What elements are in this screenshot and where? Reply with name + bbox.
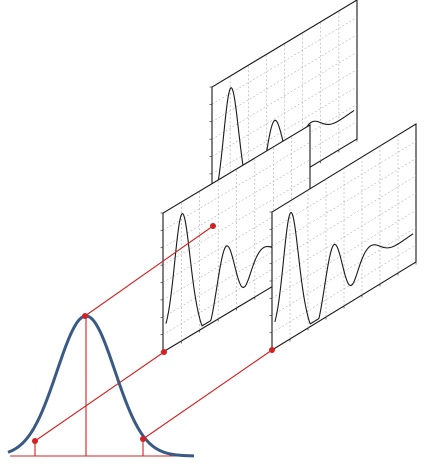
connector-line-middle xyxy=(34,351,165,442)
curve-point-dot xyxy=(82,313,88,319)
connector-line-right xyxy=(142,349,273,440)
gaussian-distribution xyxy=(7,314,195,458)
grid-line-horizontal xyxy=(162,194,311,283)
grid-line-horizontal xyxy=(162,176,311,266)
grid-line-horizontal xyxy=(271,175,417,264)
grid-line-horizontal xyxy=(211,86,358,175)
gaussian-curve xyxy=(7,314,195,458)
spectrum-curve xyxy=(274,211,414,325)
grid-line-horizontal xyxy=(271,141,417,230)
grid-line-horizontal xyxy=(271,244,417,333)
curve-point-dot xyxy=(32,438,38,444)
grid-line-horizontal xyxy=(271,210,417,299)
grid-line-horizontal xyxy=(211,51,358,140)
grid-line-horizontal xyxy=(211,17,358,105)
panel-corner-dot xyxy=(161,349,167,355)
connector-line-top xyxy=(84,225,214,317)
grid-line-horizontal xyxy=(271,192,417,282)
panel-corner-dot xyxy=(269,347,275,353)
spectrum-panel-middle xyxy=(160,124,311,355)
grid-line-horizontal xyxy=(162,246,311,335)
grid-line-horizontal xyxy=(211,69,358,157)
connector-lines xyxy=(34,225,273,442)
panel-corner-dot xyxy=(210,223,216,229)
connector-dots xyxy=(32,223,275,444)
grid-line-horizontal xyxy=(162,142,311,231)
spectrum-panel-right xyxy=(269,123,417,353)
spectrum-panels xyxy=(160,0,417,355)
grid-line-horizontal xyxy=(162,211,311,301)
curve-point-dot xyxy=(140,436,146,442)
